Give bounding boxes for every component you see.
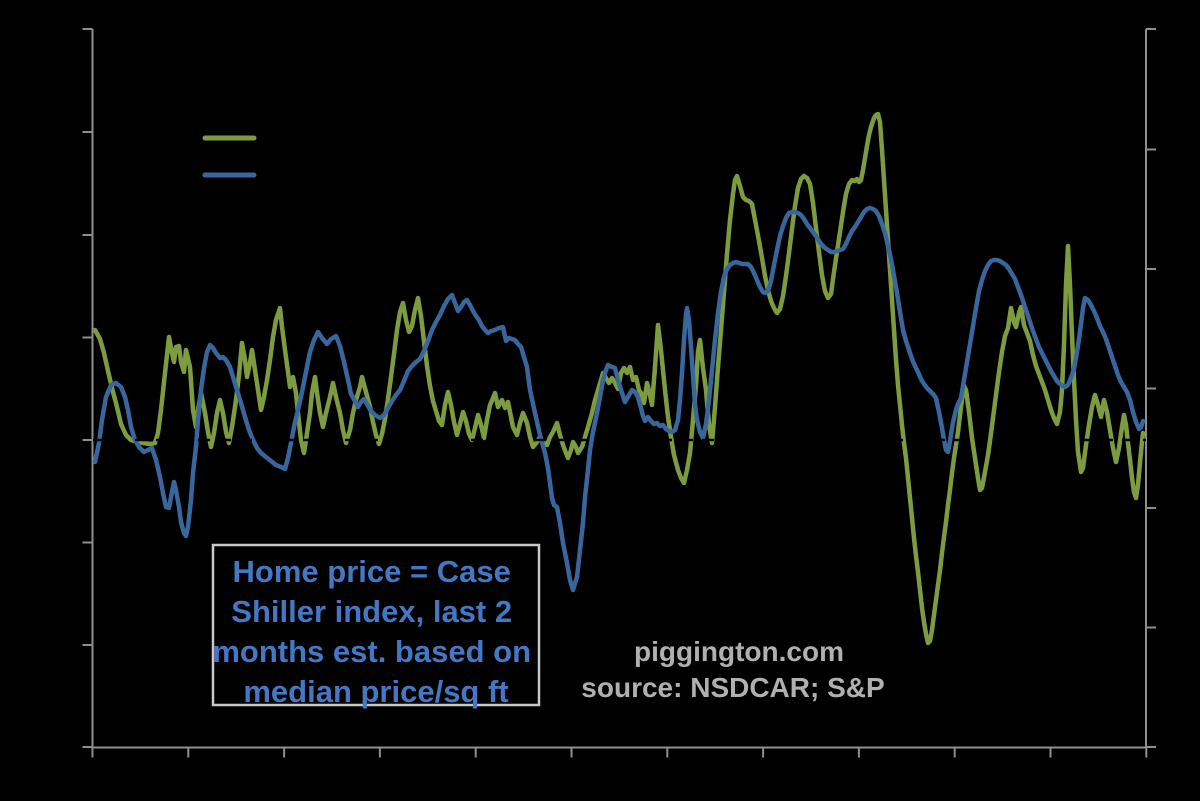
data-series: [92, 111, 1146, 646]
legend: [202, 135, 257, 178]
watermark: piggington.com source: NSDCAR; S&P: [581, 636, 884, 703]
watermark-site-text: piggington.com: [634, 636, 844, 667]
annotation-text: Home price = Case Shiller index, last 2 …: [212, 554, 539, 709]
green-series-line: [92, 111, 1146, 646]
annotation-line: median price/sq ft: [243, 674, 508, 709]
watermark-source-text: source: NSDCAR; S&P: [581, 672, 884, 703]
annotation-line: Shiller index, last 2: [231, 594, 512, 629]
annotation-box-group: Home price = Case Shiller index, last 2 …: [211, 543, 541, 709]
annotation-line: Home price = Case: [233, 554, 511, 589]
blue-series-line: [92, 205, 1146, 593]
axes: [82, 28, 1156, 758]
annotation-box: [211, 543, 541, 707]
annotation-line: months est. based on: [212, 634, 531, 669]
